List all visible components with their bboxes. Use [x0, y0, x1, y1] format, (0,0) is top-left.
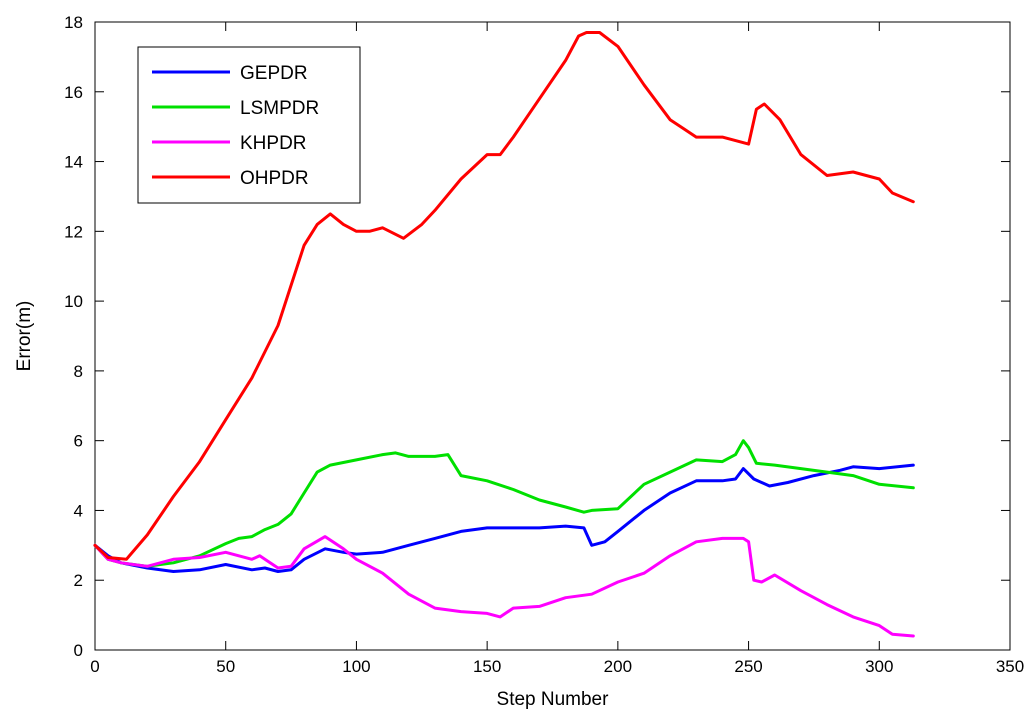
axis-ticks: 0 50 100 150 200 250 300 350 0 2 4 6 8 10 12 14 16 18 [64, 13, 1024, 676]
series-line-ohpdr [93, 31, 915, 561]
x-tick-label: 100 [342, 657, 370, 676]
x-tick-label: 50 [216, 657, 235, 676]
series-line-lsmpdr [93, 439, 915, 568]
y-tick-label: 16 [64, 83, 83, 102]
x-tick-label: 350 [996, 657, 1024, 676]
y-tick-label: 18 [64, 13, 83, 32]
y-tick-label: 0 [74, 641, 83, 660]
y-tick-label: 10 [64, 292, 83, 311]
y-tick-label: 6 [74, 432, 83, 451]
x-axis-label: Step Number [497, 689, 610, 710]
series-line-khpdr [93, 535, 915, 638]
y-tick-label: 2 [74, 571, 83, 590]
series-line-gepdr [93, 463, 915, 573]
y-axis-label: Error(m) [14, 301, 35, 372]
x-tick-label: 150 [473, 657, 501, 676]
legend-label-khpdr: KHPDR [240, 133, 307, 154]
y-tick-label: 8 [74, 362, 83, 381]
x-tick-label: 0 [90, 657, 99, 676]
legend-label-gepdr: GEPDR [240, 63, 308, 84]
y-tick-label: 4 [74, 501, 83, 520]
series-layer [93, 31, 915, 638]
y-tick-label: 14 [64, 153, 83, 172]
y-tick-label: 12 [64, 222, 83, 241]
legend: GEPDR LSMPDR KHPDR OHPDR [137, 46, 361, 204]
x-tick-label: 200 [604, 657, 632, 676]
x-tick-label: 250 [734, 657, 762, 676]
x-tick-label: 300 [865, 657, 893, 676]
legend-label-ohpdr: OHPDR [240, 168, 309, 189]
legend-label-lsmpdr: LSMPDR [240, 98, 319, 119]
